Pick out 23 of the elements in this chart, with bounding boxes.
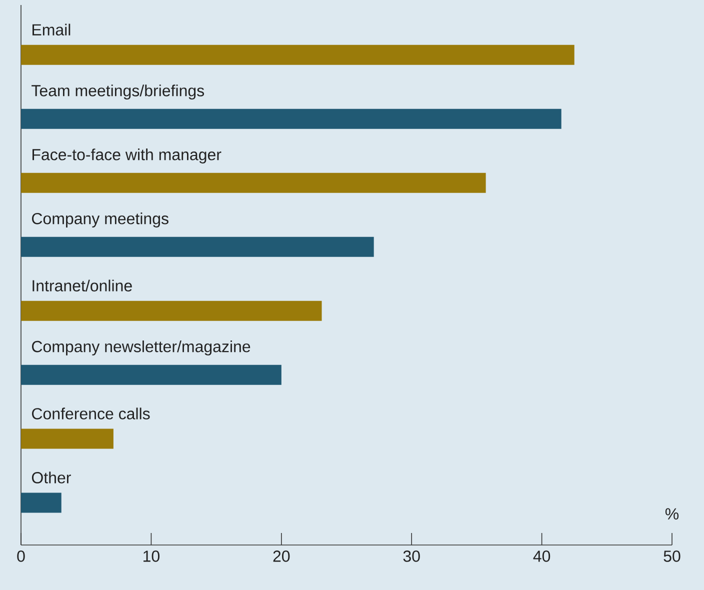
x-tick-label: 50 [664, 550, 680, 562]
x-tick-label: 0 [17, 550, 25, 562]
bar [21, 44, 574, 65]
y-tick-label: Other [32, 472, 71, 484]
x-axis-title: % [665, 508, 679, 520]
y-tick-label: Intranet/online [32, 280, 132, 292]
x-tick-label: 30 [403, 550, 420, 562]
bar [21, 236, 374, 257]
bar [21, 108, 562, 129]
x-tick-label: 40 [533, 550, 550, 562]
y-tick-label: Company newsletter/magazine [32, 340, 250, 356]
x-tick-label: 10 [144, 550, 160, 562]
y-tick-label: Company meetings [32, 212, 168, 228]
x-tick-label: 20 [273, 550, 290, 562]
y-tick-label: Conference calls [32, 408, 150, 420]
bar [21, 364, 282, 385]
bar [21, 300, 322, 321]
y-tick-label: Face-to-face with manager [32, 148, 222, 164]
bar [21, 172, 486, 193]
y-tick-label: Team meetings/briefings [32, 84, 204, 100]
bar [21, 428, 114, 449]
bar [21, 492, 62, 513]
y-tick-label: Email [32, 24, 70, 36]
